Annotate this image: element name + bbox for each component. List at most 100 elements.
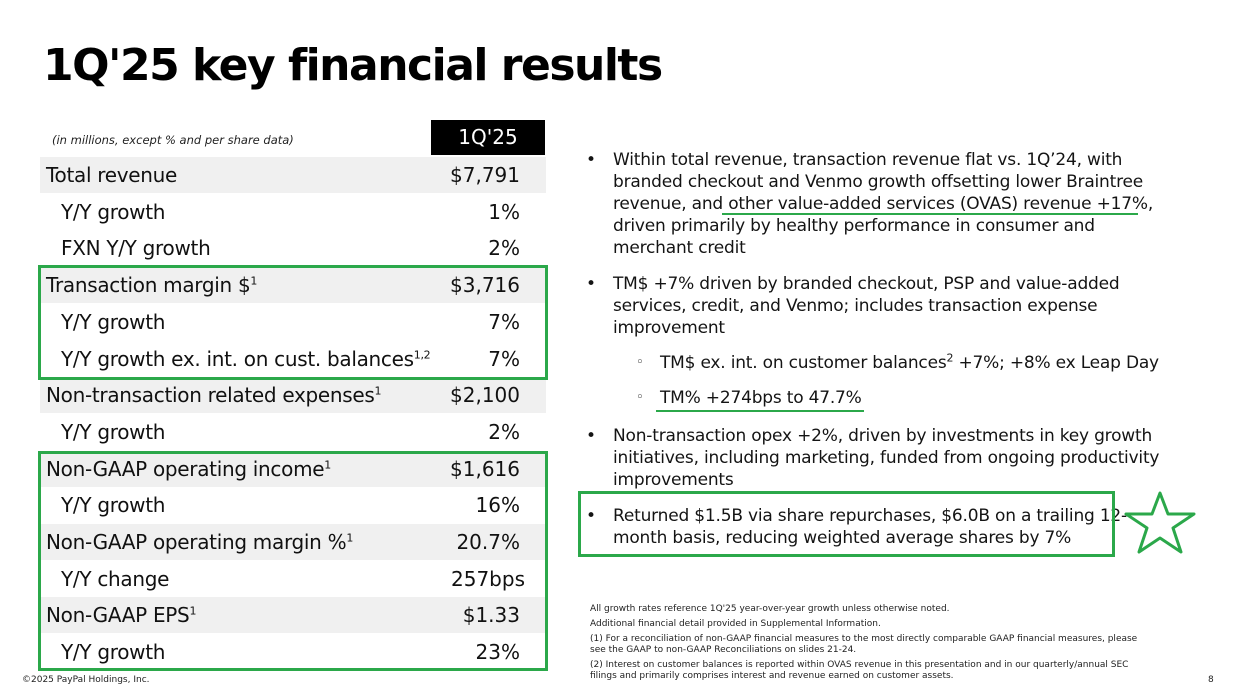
sub-bullet-text-post: +7%; +8% ex Leap Day xyxy=(953,353,1160,373)
footnote-ref: 1 xyxy=(324,457,331,471)
row-label: Y/Y growth xyxy=(61,414,165,450)
row-label: Y/Y growth xyxy=(61,194,165,230)
bullet-line: services, credit, and Venmo; includes tr… xyxy=(613,296,1098,316)
table-row: Non-transaction related expenses1 $2,100 xyxy=(40,377,546,414)
footnote-ref: 1 xyxy=(346,531,354,545)
row-label-text: Y/Y growth xyxy=(61,640,166,665)
highlight-box-transaction-margin xyxy=(38,265,548,380)
row-label: Transaction margin $1 xyxy=(46,267,257,303)
highlight-box-repurchases xyxy=(578,491,1115,557)
row-value: $1,616 xyxy=(450,456,520,481)
row-label-text: Y/Y growth xyxy=(61,419,166,444)
copyright-footer: ©2025 PayPal Holdings, Inc. xyxy=(22,675,150,685)
bullet-line: improvement xyxy=(613,318,725,338)
row-value: 2% xyxy=(488,419,520,444)
footnote-ref: 1 xyxy=(374,384,382,398)
bullet-line: branded checkout and Venmo growth offset… xyxy=(613,172,1144,192)
row-label-text: Y/Y growth ex. int. on cust. balances xyxy=(61,346,414,371)
row-label-text: Non-transaction related expenses xyxy=(46,383,375,408)
table-row: Y/Y growth ex. int. on cust. balances1,2… xyxy=(40,341,546,377)
row-label: Y/Y change xyxy=(61,561,169,597)
row-value: 1% xyxy=(488,199,520,224)
bullet-dot: • xyxy=(586,274,596,294)
row-value: $2,100 xyxy=(450,383,520,408)
bullet-line: Within total revenue, transaction revenu… xyxy=(613,150,1123,170)
star-outline-icon xyxy=(1124,491,1196,554)
table-row: FXN Y/Y growth 2% xyxy=(40,230,546,266)
bullet-line: merchant credit xyxy=(613,238,746,258)
table-row: Non-GAAP EPS1 $1.33 xyxy=(40,597,546,634)
row-value: 16% xyxy=(475,493,520,518)
row-label-text: Y/Y growth xyxy=(61,199,166,224)
table-row: Non-GAAP operating income1 $1,616 xyxy=(40,450,546,487)
bullet-dot: • xyxy=(586,506,596,526)
bullet-line: initiatives, including marketing, funded… xyxy=(613,448,1160,468)
note-line: (2) Interest on customer balances is rep… xyxy=(590,660,1129,670)
bullet-line: TM$ +7% driven by branded checkout, PSP … xyxy=(613,274,1120,294)
row-label: Non-GAAP operating income1 xyxy=(46,451,331,487)
row-label: Non-GAAP EPS1 xyxy=(46,597,196,633)
row-value: 257bps xyxy=(451,566,525,591)
page-title: 1Q'25 key financial results xyxy=(43,40,663,91)
sub-bullet-dot: ◦ xyxy=(636,355,644,370)
footnote-ref: 2 xyxy=(946,351,954,365)
row-label-text: Y/Y change xyxy=(61,566,170,591)
row-label: Y/Y growth xyxy=(61,634,165,670)
row-label: Non-transaction related expenses1 xyxy=(46,377,382,413)
row-label: Y/Y growth ex. int. on cust. balances1,2 xyxy=(61,341,431,377)
row-label-text: Non-GAAP operating margin % xyxy=(46,530,347,554)
bullet-dot: • xyxy=(586,426,596,446)
row-value: $1.33 xyxy=(462,603,520,628)
row-label-text: Non-GAAP operating income xyxy=(46,456,325,481)
footnote-ref: 1 xyxy=(189,604,197,618)
row-value: 7% xyxy=(488,309,520,334)
row-label: Non-GAAP operating margin %1 xyxy=(46,524,353,560)
row-value: $7,791 xyxy=(450,163,520,187)
note-line: see the GAAP to non-GAAP Reconciliations… xyxy=(590,645,857,655)
note-line: filings and primarily comprises interest… xyxy=(590,671,954,681)
row-value: 7% xyxy=(488,346,520,371)
sub-bullet-text-pre: TM$ ex. int. on customer balances xyxy=(660,353,947,373)
table-row: Transaction margin $1 $3,716 xyxy=(40,267,546,304)
note-line: (1) For a reconciliation of non-GAAP fin… xyxy=(590,634,1138,644)
highlight-underline-tm-percent xyxy=(656,410,864,412)
table-row: Non-GAAP operating margin %1 20.7% xyxy=(40,524,546,560)
table-row: Y/Y change 257bps xyxy=(40,561,546,597)
row-value: $3,716 xyxy=(450,273,520,298)
highlight-underline-ovas xyxy=(722,213,1138,215)
row-label: Y/Y growth xyxy=(61,487,165,523)
row-label: FXN Y/Y growth xyxy=(61,230,211,266)
table-row: Total revenue $7,791 xyxy=(40,157,546,193)
sub-bullet-text: TM% +274bps to 47.7% xyxy=(660,388,862,408)
table-row: Y/Y growth 2% xyxy=(40,414,546,450)
bullet-line: driven primarily by healthy performance … xyxy=(613,216,1095,236)
table-row: Y/Y growth 1% xyxy=(40,194,546,230)
row-value: 20.7% xyxy=(456,530,520,554)
footnotes: All growth rates reference 1Q'25 year-ov… xyxy=(590,604,1170,682)
footnote-ref: 1 xyxy=(250,274,258,288)
row-label-text: Non-GAAP EPS xyxy=(46,603,190,628)
row-label-text: Y/Y growth xyxy=(61,493,166,518)
column-header: 1Q'25 xyxy=(431,120,545,155)
row-label-text: Total revenue xyxy=(46,163,178,187)
row-label-text: Y/Y growth xyxy=(61,309,166,334)
bullet-line: revenue, and other value-added services … xyxy=(613,194,1154,214)
row-label-text: FXN Y/Y growth xyxy=(61,236,211,261)
bullet-line: month basis, reducing weighted average s… xyxy=(613,528,1072,548)
row-label: Total revenue xyxy=(46,157,177,193)
note-line: All growth rates reference 1Q'25 year-ov… xyxy=(590,604,950,614)
sub-bullet-dot: ◦ xyxy=(636,390,644,405)
bullet-dot: • xyxy=(586,150,596,170)
footnote-ref: 1,2 xyxy=(413,347,431,361)
bullet-line: improvements xyxy=(613,470,734,490)
bullet-line: Non-transaction opex +2%, driven by inve… xyxy=(613,426,1153,446)
row-label-text: Transaction margin $ xyxy=(46,273,251,298)
row-value: 2% xyxy=(488,236,520,261)
table-row: Y/Y growth 23% xyxy=(40,634,546,670)
table-subheader: (in millions, except % and per share dat… xyxy=(52,133,294,147)
table-row: Y/Y growth 7% xyxy=(40,304,546,340)
sub-bullet-text: TM$ ex. int. on customer balances2 +7%; … xyxy=(660,352,1159,374)
row-value: 23% xyxy=(475,640,520,665)
table-row: Y/Y growth 16% xyxy=(40,487,546,523)
highlight-box-non-gaap xyxy=(38,451,548,671)
